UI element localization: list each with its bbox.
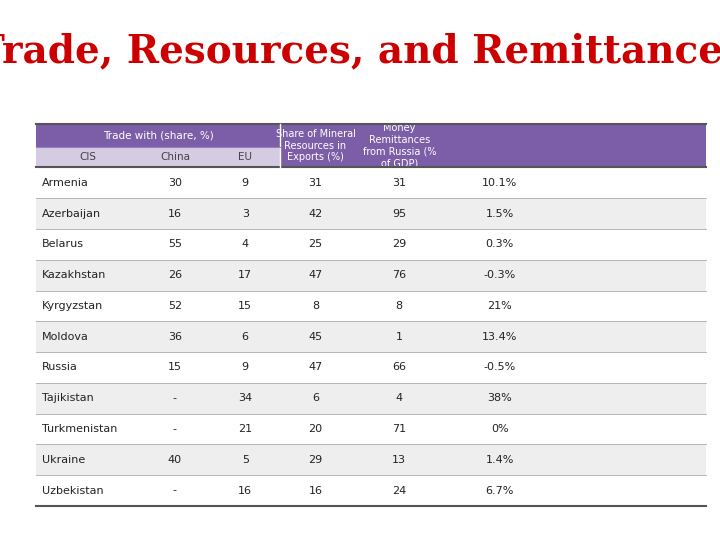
Text: 38%: 38% xyxy=(487,393,512,403)
Text: 16: 16 xyxy=(309,485,323,496)
Text: 55: 55 xyxy=(168,239,182,249)
Text: Trade, Resources, and Remittances: Trade, Resources, and Remittances xyxy=(0,32,720,70)
Text: Belarus: Belarus xyxy=(42,239,84,249)
Text: 25: 25 xyxy=(308,239,323,249)
Text: 1.4%: 1.4% xyxy=(485,455,514,465)
Text: 29: 29 xyxy=(308,455,323,465)
Text: 26: 26 xyxy=(168,270,182,280)
Text: Money
Remittances
from Russia (%
of GDP): Money Remittances from Russia (% of GDP) xyxy=(362,124,436,168)
Text: 15: 15 xyxy=(168,362,182,373)
Text: 6: 6 xyxy=(242,332,248,342)
Text: -: - xyxy=(173,393,177,403)
Text: 45: 45 xyxy=(308,332,323,342)
Text: 3: 3 xyxy=(242,208,248,219)
Text: China: China xyxy=(160,152,190,162)
Text: -0.3%: -0.3% xyxy=(484,270,516,280)
Text: Russia: Russia xyxy=(42,362,78,373)
Text: 21: 21 xyxy=(238,424,252,434)
Text: 9: 9 xyxy=(242,362,249,373)
Text: 66: 66 xyxy=(392,362,406,373)
Text: Turkmenistan: Turkmenistan xyxy=(42,424,117,434)
Text: Armenia: Armenia xyxy=(42,178,89,188)
Text: -: - xyxy=(173,424,177,434)
Text: 8: 8 xyxy=(396,301,402,311)
Text: 36: 36 xyxy=(168,332,182,342)
Text: 21%: 21% xyxy=(487,301,512,311)
Text: 10.1%: 10.1% xyxy=(482,178,518,188)
Text: 0.3%: 0.3% xyxy=(485,239,514,249)
Text: 17: 17 xyxy=(238,270,252,280)
Text: 31: 31 xyxy=(392,178,406,188)
Text: Kyrgyzstan: Kyrgyzstan xyxy=(42,301,103,311)
Text: 1: 1 xyxy=(396,332,402,342)
Text: 95: 95 xyxy=(392,208,406,219)
Text: 76: 76 xyxy=(392,270,406,280)
Text: 8: 8 xyxy=(312,301,319,311)
Text: 31: 31 xyxy=(309,178,323,188)
Text: 9: 9 xyxy=(242,178,249,188)
Text: Ukraine: Ukraine xyxy=(42,455,85,465)
Text: 13.4%: 13.4% xyxy=(482,332,518,342)
Text: 16: 16 xyxy=(168,208,182,219)
Text: 71: 71 xyxy=(392,424,406,434)
Text: 52: 52 xyxy=(168,301,182,311)
Text: 16: 16 xyxy=(238,485,252,496)
Text: 1.5%: 1.5% xyxy=(485,208,514,219)
Text: 4: 4 xyxy=(396,393,402,403)
Text: 5: 5 xyxy=(242,455,248,465)
Text: 20: 20 xyxy=(308,424,323,434)
Text: 47: 47 xyxy=(308,270,323,280)
Text: Moldova: Moldova xyxy=(42,332,89,342)
Text: 4: 4 xyxy=(242,239,249,249)
Text: Azerbaijan: Azerbaijan xyxy=(42,208,101,219)
Text: 34: 34 xyxy=(238,393,252,403)
Text: 15: 15 xyxy=(238,301,252,311)
Text: -: - xyxy=(173,485,177,496)
Text: Uzbekistan: Uzbekistan xyxy=(42,485,104,496)
Text: 42: 42 xyxy=(308,208,323,219)
Text: 13: 13 xyxy=(392,455,406,465)
Text: Kazakhstan: Kazakhstan xyxy=(42,270,106,280)
Text: Trade with (share, %): Trade with (share, %) xyxy=(103,131,214,140)
Text: 30: 30 xyxy=(168,178,182,188)
Text: 24: 24 xyxy=(392,485,406,496)
Text: 0%: 0% xyxy=(491,424,508,434)
Text: CIS: CIS xyxy=(79,152,96,162)
Text: 6: 6 xyxy=(312,393,319,403)
Text: 47: 47 xyxy=(308,362,323,373)
Text: 6.7%: 6.7% xyxy=(485,485,514,496)
Text: 29: 29 xyxy=(392,239,406,249)
Text: 40: 40 xyxy=(168,455,182,465)
Text: EU: EU xyxy=(238,152,252,162)
Text: -0.5%: -0.5% xyxy=(484,362,516,373)
Text: Share of Mineral
Resources in
Exports (%): Share of Mineral Resources in Exports (%… xyxy=(276,129,356,163)
Text: Tajikistan: Tajikistan xyxy=(42,393,94,403)
